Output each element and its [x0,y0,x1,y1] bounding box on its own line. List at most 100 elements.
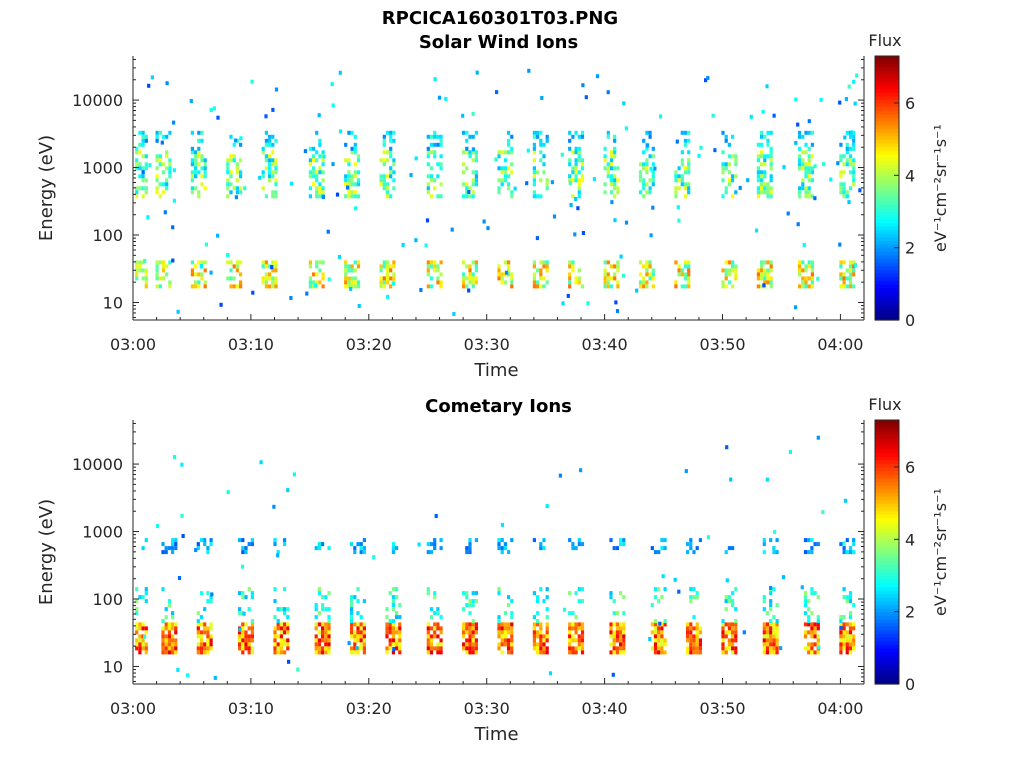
colorbar-segment [875,178,899,184]
colorbar-segment [875,622,899,627]
flux-cell [321,162,325,167]
flux-cell [271,170,275,175]
flux-cell [503,260,507,265]
flux-cell [613,194,617,199]
flux-cell [686,622,690,627]
flux-cell [321,595,325,600]
flux-cell [327,630,331,635]
flux-cell [606,174,610,179]
flux-cell [429,178,434,183]
flux-cell [321,260,325,265]
flux-cell [165,182,169,187]
flux-cell [398,630,402,635]
flux-cell [199,538,204,543]
flux-cell [200,174,204,179]
flux-cell [135,268,139,273]
flux-cell [331,162,335,167]
colorbar-segment [875,106,899,111]
flux-cell [350,268,354,273]
flux-cell [642,186,646,191]
flux-cell [235,178,239,183]
flux-cell [573,232,577,237]
flux-cell [689,638,693,643]
flux-cell [532,158,536,163]
flux-cell [250,79,254,84]
flux-cell [347,174,351,179]
flux-cell [232,276,236,281]
flux-cell [344,142,348,147]
flux-cell [574,197,578,201]
flux-cell [775,638,779,643]
flux-cell [250,626,254,631]
flux-cell [161,182,166,187]
flux-cell [388,622,392,627]
flux-cell [350,650,354,655]
flux-cell [765,638,770,643]
flux-cell [241,622,245,627]
flux-cell [542,142,546,147]
flux-cell [465,626,469,631]
flux-cell [577,182,581,187]
flux-cell [848,272,853,277]
colorbar-segment [875,669,899,674]
flux-cell [807,538,811,543]
y-tick-label: 10000 [72,455,123,474]
flux-cell [292,472,296,477]
flux-cell [398,603,402,608]
flux-cell [279,642,283,647]
flux-cell [695,630,699,635]
flux-cell [158,182,162,187]
flux-cell [803,538,808,543]
flux-cell [161,634,165,639]
flux-cell [680,284,684,289]
flux-cell [268,162,272,167]
flux-cell [816,276,820,281]
flux-cell [239,284,243,289]
flux-cell [317,646,321,651]
flux-cell [398,638,402,643]
flux-cell [389,138,393,143]
flux-cell [568,158,572,163]
flux-cell [645,280,649,285]
flux-cell [839,170,843,175]
flux-cell [317,611,321,616]
flux-cell [344,174,348,179]
flux-cell [174,638,178,643]
flux-cell [235,166,239,171]
flux-cell [353,595,357,600]
flux-cell [155,264,159,269]
flux-cell [232,142,236,147]
panel-title: Cometary Ions [425,396,572,417]
flux-cell [379,158,383,163]
colorbar-segment [875,92,899,97]
flux-cell [426,174,430,179]
flux-cell [762,650,766,655]
flux-cell [283,650,287,655]
flux-cell [503,542,507,547]
flux-cell [264,260,268,265]
flux-cell [171,615,175,620]
flux-cell [760,154,764,159]
flux-cell [382,138,386,143]
colorbar-segment [875,121,899,126]
colorbar-segment [875,56,899,61]
flux-cell [167,630,171,635]
flux-cell [727,170,731,175]
flux-cell [465,276,469,281]
flux-cell [663,638,667,643]
flux-cell [532,276,536,281]
flux-cell [196,611,200,616]
flux-cell [199,634,204,639]
flux-cell [161,650,165,655]
flux-cell [241,595,245,600]
flux-cell [571,166,575,171]
flux-cell [497,268,501,273]
flux-cell [347,194,351,199]
flux-cell [810,538,814,543]
flux-cell [848,134,853,139]
flux-cell [798,134,802,139]
flux-cell [603,272,607,277]
flux-cell [172,198,176,203]
flux-cell [695,634,699,639]
flux-cell [839,646,843,651]
